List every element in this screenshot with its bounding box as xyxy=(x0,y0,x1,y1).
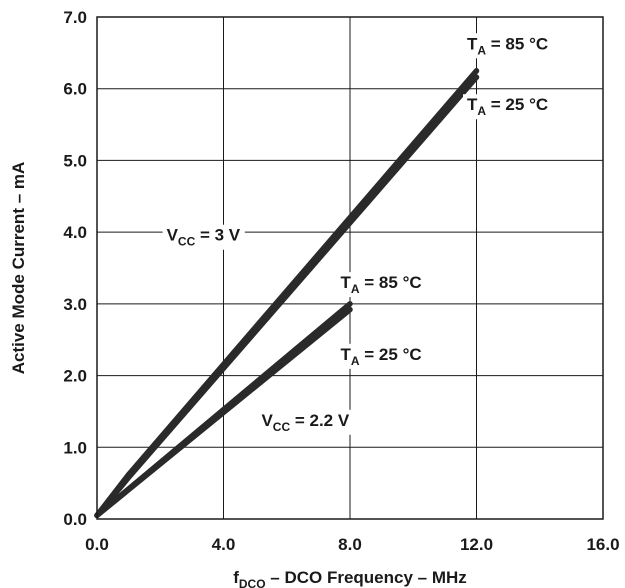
y-tick-label: 3.0 xyxy=(63,295,87,314)
annotation-background xyxy=(463,33,553,59)
annotation-background xyxy=(463,94,553,120)
x-tick-label: 12.0 xyxy=(460,535,493,554)
series-line-4 xyxy=(94,306,353,519)
grid xyxy=(96,16,604,520)
annotation-background xyxy=(162,224,245,250)
annotations: VCC = 3 V TA = 85 °C TA = 25 °C TA = 85 °C T… xyxy=(162,33,553,435)
y-tick-label: 5.0 xyxy=(63,151,87,170)
y-axis: 0.0 1.0 2.0 3.0 4.0 5.0 6.0 7.0 xyxy=(63,8,87,529)
x-axis-title-subscript: DCO xyxy=(239,577,266,588)
annotation-background xyxy=(336,343,426,369)
y-tick-label: 4.0 xyxy=(63,223,87,242)
x-axis-title-main: f xyxy=(233,568,239,587)
annotation-background xyxy=(257,409,354,435)
annotation-background xyxy=(336,272,426,298)
annotation-vcc3: VCC = 3 V xyxy=(167,226,241,249)
annotation-ta85-3v: TA = 85 °C xyxy=(467,34,548,57)
y-tick-label: 7.0 xyxy=(63,8,87,27)
y-axis-title: Active Mode Current – mA xyxy=(9,162,28,375)
series-line-2 xyxy=(94,74,480,519)
x-axis-title: fDCO – DCO Frequency – MHz xyxy=(233,568,467,588)
annotation-ta85-22v: TA = 85 °C xyxy=(341,273,422,296)
series-layer xyxy=(94,68,480,519)
x-tick-label: 0.0 xyxy=(85,535,109,554)
x-tick-label: 8.0 xyxy=(338,535,362,554)
annotation-ta25-3v: TA = 25 °C xyxy=(467,95,548,118)
x-axis: 0.0 4.0 8.0 12.0 16.0 xyxy=(85,535,619,554)
x-axis-title-rest: – DCO Frequency – MHz xyxy=(266,568,467,587)
annotation-vcc22: VCC = 2.2 V xyxy=(261,411,349,434)
y-tick-label: 2.0 xyxy=(63,367,87,386)
plot-frame xyxy=(96,16,604,520)
y-tick-label: 1.0 xyxy=(63,438,87,457)
y-tick-label: 0.0 xyxy=(63,510,87,529)
annotation-ta25-22v: TA = 25 °C xyxy=(341,345,422,368)
x-tick-label: 4.0 xyxy=(212,535,236,554)
x-tick-label: 16.0 xyxy=(586,535,619,554)
y-tick-label: 6.0 xyxy=(63,80,87,99)
